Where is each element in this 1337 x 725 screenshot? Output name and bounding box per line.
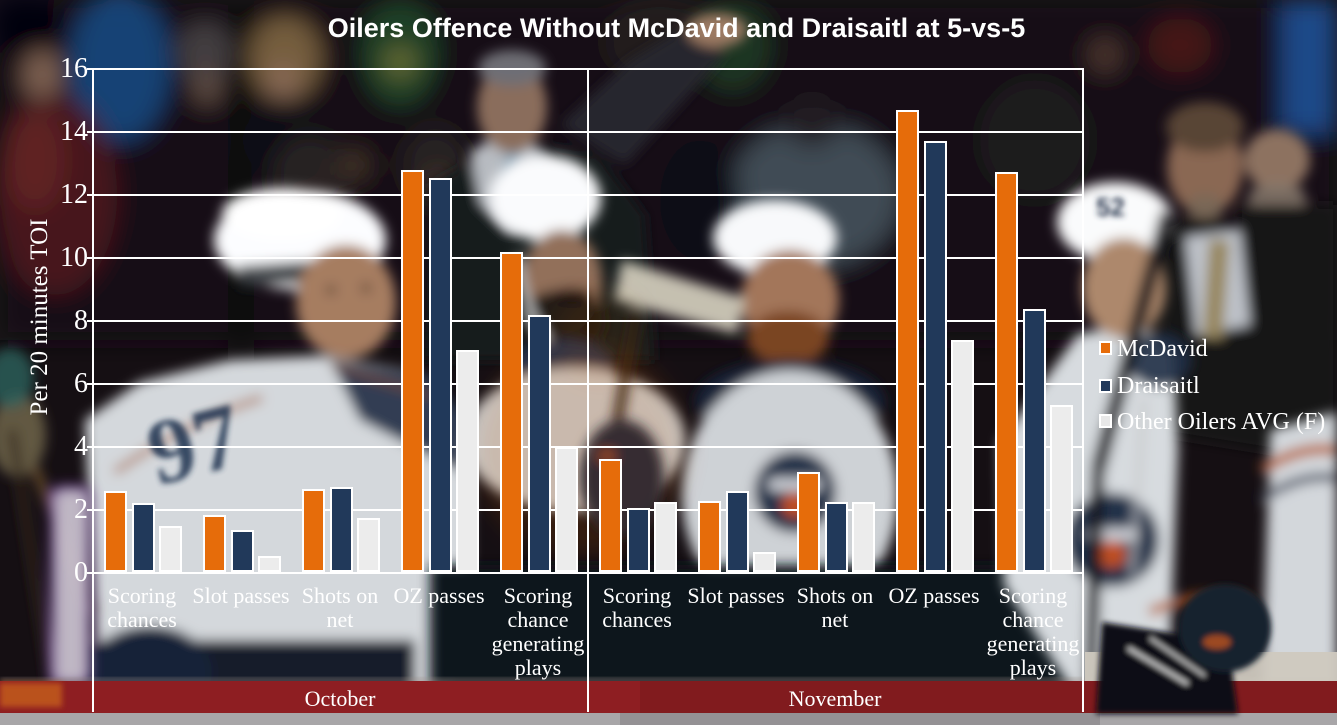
- svg-text:52: 52: [1096, 192, 1125, 222]
